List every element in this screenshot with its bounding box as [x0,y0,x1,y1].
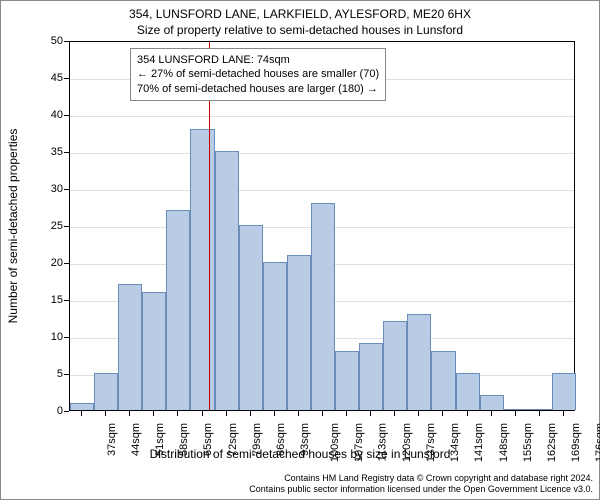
x-tick-mark [442,411,443,416]
chart-container: 354, LUNSFORD LANE, LARKFIELD, AYLESFORD… [0,0,600,500]
y-tick-mark [64,115,69,116]
histogram-bar [239,225,263,410]
histogram-bar [287,255,311,410]
histogram-bar [166,210,190,410]
y-axis-label: Number of semi-detached properties [6,129,20,324]
y-tick-label: 10 [35,331,63,343]
histogram-bar [480,395,504,410]
x-tick-mark [515,411,516,416]
y-tick-mark [64,152,69,153]
histogram-bar [335,351,359,410]
y-tick-mark [64,263,69,264]
histogram-bar [504,409,528,410]
y-tick-mark [64,337,69,338]
y-tick-mark [64,374,69,375]
x-tick-mark [298,411,299,416]
y-tick-label: 25 [35,220,63,232]
annotation-box: 354 LUNSFORD LANE: 74sqm← 27% of semi-de… [130,48,386,101]
footer-attribution: Contains HM Land Registry data © Crown c… [249,473,593,495]
annotation-line3: 70% of semi-detached houses are larger (… [137,82,379,96]
gridline [70,190,574,191]
y-tick-mark [64,189,69,190]
x-tick-mark [177,411,178,416]
histogram-bar [528,409,552,410]
x-tick-mark [153,411,154,416]
x-tick-mark [202,411,203,416]
histogram-bar [431,351,455,410]
y-tick-label: 40 [35,109,63,121]
x-tick-mark [346,411,347,416]
histogram-bar [94,373,118,410]
x-tick-mark [322,411,323,416]
chart-title-line1: 354, LUNSFORD LANE, LARKFIELD, AYLESFORD… [1,7,599,21]
y-tick-label: 20 [35,257,63,269]
histogram-bar [311,203,335,410]
histogram-bar [118,284,142,410]
histogram-bar [190,129,214,410]
x-tick-mark [467,411,468,416]
y-tick-mark [64,300,69,301]
gridline [70,153,574,154]
x-tick-mark [105,411,106,416]
y-tick-mark [64,78,69,79]
x-tick-mark [370,411,371,416]
histogram-bar [70,403,94,410]
x-tick-mark [418,411,419,416]
footer-line2: Contains public sector information licen… [249,484,593,495]
annotation-line1: 354 LUNSFORD LANE: 74sqm [137,53,379,67]
histogram-bar [215,151,239,410]
x-tick-mark [226,411,227,416]
y-tick-label: 30 [35,183,63,195]
histogram-bar [552,373,576,410]
x-tick-mark [274,411,275,416]
y-tick-label: 0 [35,405,63,417]
histogram-bar [407,314,431,410]
y-tick-mark [64,226,69,227]
annotation-line2: ← 27% of semi-detached houses are smalle… [137,67,379,81]
y-tick-mark [64,41,69,42]
histogram-bar [456,373,480,410]
y-tick-label: 15 [35,294,63,306]
x-tick-mark [129,411,130,416]
x-tick-mark [81,411,82,416]
gridline [70,116,574,117]
y-tick-label: 5 [35,368,63,380]
plot-area: 354 LUNSFORD LANE: 74sqm← 27% of semi-de… [69,41,575,411]
histogram-bar [263,262,287,410]
x-tick-mark [250,411,251,416]
y-tick-mark [64,411,69,412]
histogram-bar [359,343,383,410]
y-tick-label: 35 [35,146,63,158]
histogram-bar [142,292,166,410]
y-tick-label: 50 [35,35,63,47]
x-tick-mark [539,411,540,416]
x-axis-label: Distribution of semi-detached houses by … [1,447,599,461]
x-tick-mark [491,411,492,416]
histogram-bar [383,321,407,410]
x-tick-mark [563,411,564,416]
y-tick-label: 45 [35,72,63,84]
x-tick-mark [394,411,395,416]
chart-title-line2: Size of property relative to semi-detach… [1,23,599,37]
footer-line1: Contains HM Land Registry data © Crown c… [249,473,593,484]
